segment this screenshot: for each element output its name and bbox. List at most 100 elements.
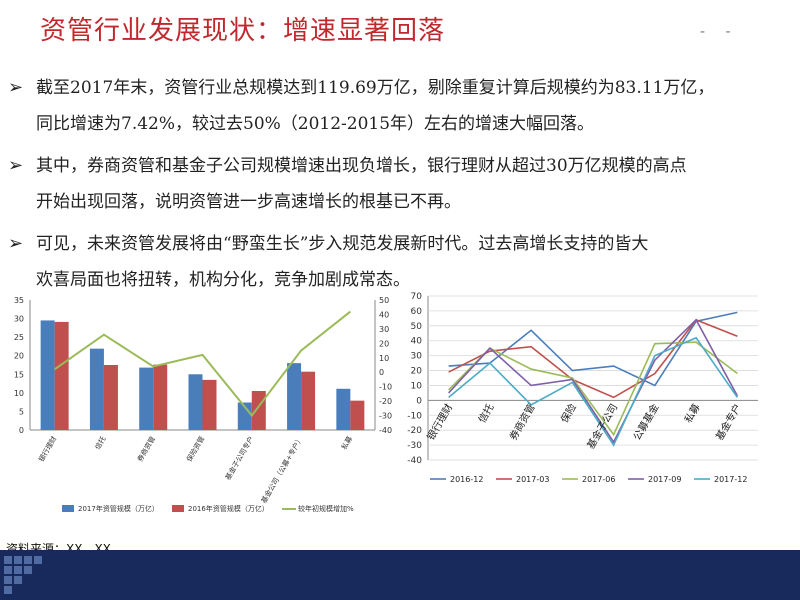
bar <box>287 363 302 430</box>
footer-square <box>4 586 12 594</box>
bullet-line: 开始出现回落，说明资管进一步高速增长的根基已不再。 <box>36 192 461 212</box>
y-tick-label: -30 <box>407 441 422 451</box>
y2-tick-label: 30 <box>379 325 389 334</box>
legend-label: 2016年资管规模（万亿） <box>188 504 269 513</box>
y-tick-label: -40 <box>407 456 422 466</box>
title-decoration: - - <box>700 24 739 40</box>
bar <box>153 364 168 430</box>
y-tick-label: 15 <box>14 370 24 379</box>
y-tick-label: 0 <box>19 426 24 435</box>
x-tick-label: 银行理财 <box>424 401 455 442</box>
bar <box>336 388 351 430</box>
x-tick-label: 私募 <box>339 435 354 452</box>
y2-tick-label: -40 <box>379 426 392 435</box>
footer-bar <box>0 550 800 600</box>
bar <box>139 367 154 430</box>
legend-label: 2016-12 <box>450 475 483 484</box>
bar <box>237 402 252 430</box>
y-tick-label: 20 <box>411 367 423 377</box>
y-tick-label: 40 <box>411 337 423 347</box>
y2-tick-label: 40 <box>379 310 389 319</box>
bar <box>301 371 316 430</box>
series-line <box>448 318 738 399</box>
y2-tick-label: -30 <box>379 412 392 421</box>
y2-tick-label: 0 <box>379 368 384 377</box>
footer-square <box>4 566 12 574</box>
y-tick-label: 10 <box>14 389 24 398</box>
bullet-line: 同比增速为7.42%，较过去50%（2012-2015年）左右的增速大幅回落。 <box>36 114 595 134</box>
footer-square <box>14 566 22 574</box>
page-title: 资管行业发展现状：增速显著回落 <box>40 16 446 46</box>
x-tick-label: 基金专户 <box>713 401 744 442</box>
x-tick-label: 保险 <box>558 401 579 425</box>
bullet-line: 其中，券商资管和基金子公司规模增速出现负增长，银行理财从超过30万亿规模的高点 <box>36 156 687 176</box>
y2-tick-label: 50 <box>379 296 389 305</box>
y-tick-label: 0 <box>416 396 422 406</box>
x-tick-label: 券商资管 <box>506 401 537 442</box>
bullet-line: 截至2017年末，资管行业总规模达到119.69万亿，剔除重复计算后规模约为83… <box>36 78 715 98</box>
y-tick-label: 30 <box>14 315 24 324</box>
x-tick-label: 基金子公司专户 <box>223 435 255 482</box>
footer-square <box>24 556 32 564</box>
legend-label: 2017-03 <box>516 475 549 484</box>
x-tick-label: 券商资管 <box>135 435 157 464</box>
x-tick-label: 私募 <box>681 401 702 425</box>
y-tick-label: 25 <box>14 333 24 342</box>
footer-square <box>4 556 12 564</box>
bar <box>188 374 203 430</box>
arrow-bullet-icon: ➢ <box>8 155 24 176</box>
y-tick-label: 5 <box>19 407 24 416</box>
series-line <box>448 318 739 444</box>
series-line <box>448 336 739 447</box>
bullet-item: ➢ 可见，未来资管发展将由“野蛮生长”步入规范发展新时代。过去高增长支持的皆大 … <box>0 226 800 298</box>
legend-label: 2017-09 <box>648 475 681 484</box>
x-tick-label: 公募基金 <box>630 401 661 442</box>
y-tick-label: 20 <box>14 352 24 361</box>
bar-chart-aum: 0 5 10 15 20 25 30 35 -40 -30 -20 -10 0 10 20 30 40 50 银行理… <box>0 282 395 537</box>
x-tick-label: 基金公司（公募+专户） <box>259 435 305 505</box>
x-tick-label: 银行理财 <box>37 435 59 464</box>
bar <box>54 321 69 430</box>
y2-tick-label: 20 <box>379 339 389 348</box>
footer-square <box>14 556 22 564</box>
bar <box>350 400 365 430</box>
y-tick-label: 35 <box>14 296 24 305</box>
legend-swatch <box>172 505 184 512</box>
footer-square <box>24 566 32 574</box>
y-tick-label: 70 <box>411 292 423 302</box>
legend-label: 较年初规模增加% <box>298 504 354 513</box>
y-tick-label: 60 <box>411 307 423 317</box>
bullet-list: ➢ 截至2017年末，资管行业总规模达到119.69万亿，剔除重复计算后规模约为… <box>0 70 800 304</box>
footer-square <box>4 576 12 584</box>
growth-line <box>54 310 351 418</box>
y2-tick-label: -20 <box>379 397 392 406</box>
legend-label: 2017-06 <box>582 475 615 484</box>
bullet-item: ➢ 截至2017年末，资管行业总规模达到119.69万亿，剔除重复计算后规模约为… <box>0 70 800 142</box>
y-tick-label: 10 <box>411 381 423 391</box>
line-chart-svg: -40 -30 -20 -10 0 10 20 30 40 50 60 70 银行理财 信托 券商资管 保险 基… <box>407 292 758 484</box>
arrow-bullet-icon: ➢ <box>8 233 24 254</box>
line-chart-growth: -40 -30 -20 -10 0 10 20 30 40 50 60 70 银行理财 信托 券商资管 保险 基… <box>400 286 800 536</box>
bar <box>40 320 55 430</box>
y-tick-label: -20 <box>407 426 422 436</box>
bar-chart-svg: 0 5 10 15 20 25 30 35 -40 -30 -20 -10 0 10 20 30 40 50 银行理… <box>14 296 392 513</box>
y-tick-label: -10 <box>407 411 422 421</box>
bar <box>251 391 266 430</box>
y-tick-label: 50 <box>411 322 423 332</box>
bullet-line: 可见，未来资管发展将由“野蛮生长”步入规范发展新时代。过去高增长支持的皆大 <box>36 234 649 254</box>
footer-square <box>34 556 42 564</box>
y2-tick-label: 10 <box>379 354 389 363</box>
legend-swatch <box>62 505 74 512</box>
y2-tick-label: -10 <box>379 383 392 392</box>
x-tick-label: 信托 <box>93 435 108 452</box>
legend-label: 2017-12 <box>714 475 747 484</box>
legend-label: 2017年资管规模（万亿） <box>78 504 159 513</box>
x-tick-label: 信托 <box>475 401 496 425</box>
footer-square <box>14 576 22 584</box>
y-tick-label: 30 <box>411 352 423 362</box>
series-line <box>448 341 738 437</box>
series-line <box>448 311 738 387</box>
bar <box>89 348 104 430</box>
bullet-item: ➢ 其中，券商资管和基金子公司规模增速出现负增长，银行理财从超过30万亿规模的高… <box>0 148 800 220</box>
bullet-line: 欢喜局面也将扭转，机构分化，竞争加剧成常态。 <box>36 270 410 290</box>
